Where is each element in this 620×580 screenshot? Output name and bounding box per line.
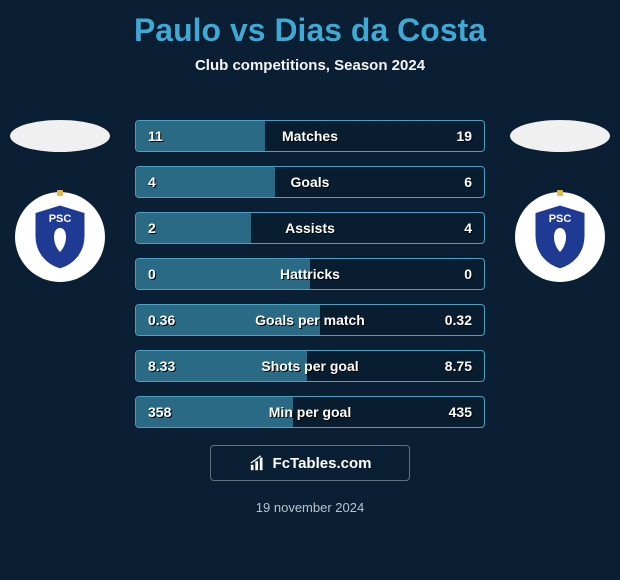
player-avatar-left bbox=[10, 120, 110, 152]
stat-label: Goals per match bbox=[255, 312, 365, 328]
site-name-label: FcTables.com bbox=[273, 455, 372, 472]
player-column-left: PSC bbox=[10, 120, 110, 282]
stat-row: 11 Matches 19 bbox=[135, 120, 485, 152]
shield-icon: PSC bbox=[530, 202, 590, 272]
stat-row: 2 Assists 4 bbox=[135, 212, 485, 244]
stat-value-left: 8.33 bbox=[148, 358, 175, 374]
svg-text:PSC: PSC bbox=[549, 213, 572, 225]
stat-row: 0 Hattricks 0 bbox=[135, 258, 485, 290]
svg-text:PSC: PSC bbox=[49, 213, 72, 225]
stat-label: Min per goal bbox=[269, 404, 351, 420]
stat-value-left: 358 bbox=[148, 404, 171, 420]
page-subtitle: Club competitions, Season 2024 bbox=[0, 57, 620, 74]
stat-value-right: 19 bbox=[456, 128, 472, 144]
stat-value-left: 0.36 bbox=[148, 312, 175, 328]
stat-fill-left bbox=[136, 167, 275, 197]
stat-label: Shots per goal bbox=[261, 358, 358, 374]
stat-row: 8.33 Shots per goal 8.75 bbox=[135, 350, 485, 382]
page-title: Paulo vs Dias da Costa bbox=[0, 0, 620, 49]
stat-label: Hattricks bbox=[280, 266, 340, 282]
stat-value-right: 4 bbox=[464, 220, 472, 236]
club-badge-left: PSC bbox=[15, 192, 105, 282]
player-avatar-right bbox=[510, 120, 610, 152]
stat-value-left: 4 bbox=[148, 174, 156, 190]
stat-label: Goals bbox=[291, 174, 330, 190]
shield-icon: PSC bbox=[30, 202, 90, 272]
site-badge[interactable]: FcTables.com bbox=[210, 445, 410, 481]
stat-label: Matches bbox=[282, 128, 338, 144]
stat-label: Assists bbox=[285, 220, 335, 236]
chart-icon bbox=[249, 454, 267, 472]
stats-table: 11 Matches 19 4 Goals 6 2 Assists 4 0 Ha… bbox=[135, 120, 485, 428]
stat-row: 358 Min per goal 435 bbox=[135, 396, 485, 428]
stat-row: 4 Goals 6 bbox=[135, 166, 485, 198]
footer-date: 19 november 2024 bbox=[256, 500, 364, 515]
stat-value-left: 2 bbox=[148, 220, 156, 236]
stat-value-right: 0 bbox=[464, 266, 472, 282]
stat-value-right: 0.32 bbox=[445, 312, 472, 328]
stat-value-right: 6 bbox=[464, 174, 472, 190]
stat-row: 0.36 Goals per match 0.32 bbox=[135, 304, 485, 336]
player-column-right: PSC bbox=[510, 120, 610, 282]
stat-value-right: 435 bbox=[449, 404, 472, 420]
stat-value-right: 8.75 bbox=[445, 358, 472, 374]
stat-value-left: 0 bbox=[148, 266, 156, 282]
stat-value-left: 11 bbox=[148, 128, 163, 144]
club-badge-right: PSC bbox=[515, 192, 605, 282]
